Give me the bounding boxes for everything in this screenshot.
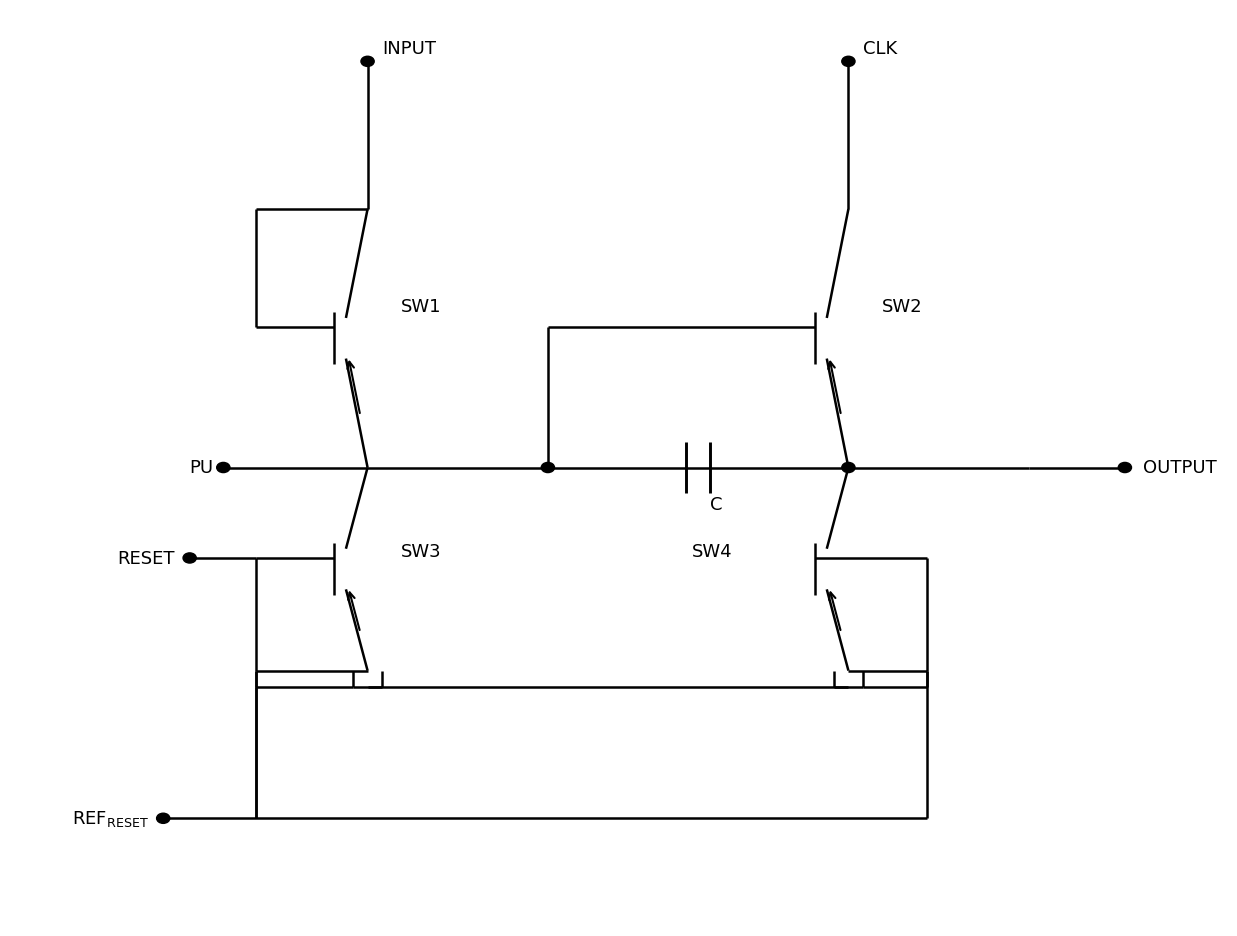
Circle shape (361, 57, 374, 67)
Circle shape (842, 463, 855, 473)
Circle shape (1118, 463, 1132, 473)
Text: PU: PU (189, 459, 214, 477)
Text: OUTPUT: OUTPUT (1143, 459, 1217, 477)
Text: INPUT: INPUT (382, 39, 435, 58)
Text: REF$_{\mathregular{RESET}}$: REF$_{\mathregular{RESET}}$ (72, 809, 148, 828)
Text: C: C (710, 496, 722, 514)
Circle shape (157, 813, 169, 824)
Text: SW3: SW3 (401, 542, 442, 560)
Text: SW2: SW2 (882, 298, 923, 315)
Circle shape (842, 57, 855, 67)
Circle shape (216, 463, 230, 473)
Circle shape (183, 553, 197, 563)
Text: RESET: RESET (118, 549, 176, 567)
Text: CLK: CLK (863, 39, 897, 58)
Text: SW4: SW4 (693, 542, 732, 560)
Circle shape (542, 463, 554, 473)
Text: SW1: SW1 (401, 298, 442, 315)
